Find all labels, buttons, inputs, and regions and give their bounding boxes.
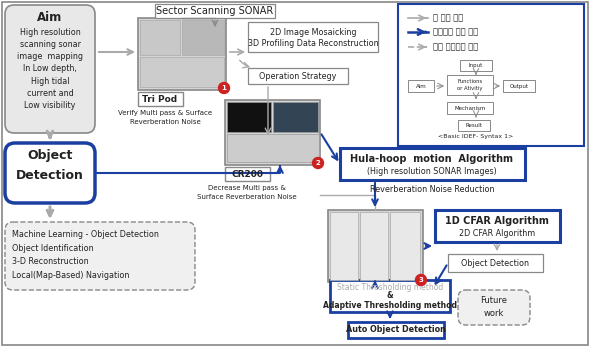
FancyBboxPatch shape [248,68,348,84]
Text: 당해년도 개발 계획: 당해년도 개발 계획 [433,27,478,36]
FancyBboxPatch shape [408,80,434,92]
Text: Output: Output [510,84,529,88]
Text: 1: 1 [222,85,227,91]
FancyBboxPatch shape [330,212,358,280]
Text: Decrease Multi pass &
Surface Reverberation Noise: Decrease Multi pass & Surface Reverberat… [197,185,297,200]
FancyBboxPatch shape [458,120,490,131]
Text: <Basic IDEF- Syntax 1>: <Basic IDEF- Syntax 1> [438,134,514,139]
Circle shape [218,83,230,93]
FancyBboxPatch shape [273,102,318,132]
Text: Object
Detection: Object Detection [16,149,84,181]
FancyBboxPatch shape [435,210,560,242]
FancyBboxPatch shape [140,20,180,55]
Text: Verify Multi pass & Surface
Reverberation Noise: Verify Multi pass & Surface Reverberatio… [118,110,212,125]
Text: Future
work: Future work [480,296,507,318]
FancyBboxPatch shape [138,18,226,90]
FancyBboxPatch shape [330,280,450,312]
Text: 1D CFAR Algorithm: 1D CFAR Algorithm [445,216,549,226]
FancyBboxPatch shape [140,57,224,87]
Text: Object Detection: Object Detection [461,259,529,268]
FancyBboxPatch shape [447,75,493,95]
FancyBboxPatch shape [155,4,275,18]
Text: High resolution
scanning sonar
image  mapping
In Low depth,
High tidal
current a: High resolution scanning sonar image map… [17,28,83,110]
Text: &: & [386,291,394,301]
FancyBboxPatch shape [460,60,492,71]
Text: Functions
or Ativitiy: Functions or Ativitiy [457,79,483,91]
Text: CR200: CR200 [231,169,263,178]
FancyBboxPatch shape [225,100,320,165]
Text: Aim: Aim [37,10,63,24]
Text: 2: 2 [316,160,320,166]
FancyBboxPatch shape [225,167,270,181]
FancyBboxPatch shape [447,102,493,114]
FancyBboxPatch shape [138,92,183,106]
Text: 기 확보 기술: 기 확보 기술 [433,14,463,23]
Text: Mechanism: Mechanism [454,105,486,110]
FancyBboxPatch shape [182,20,224,55]
FancyBboxPatch shape [448,254,543,272]
Text: Operation Strategy: Operation Strategy [260,71,337,81]
FancyBboxPatch shape [348,322,444,338]
FancyBboxPatch shape [5,143,95,203]
Text: (High resolution SONAR Images): (High resolution SONAR Images) [367,167,497,176]
Text: 2D CFAR Algorithm: 2D CFAR Algorithm [459,229,535,237]
Text: Result: Result [466,123,483,128]
FancyBboxPatch shape [227,102,271,132]
FancyBboxPatch shape [360,212,388,280]
Text: Reverberation Noise Reduction: Reverberation Noise Reduction [370,185,494,194]
Text: 2D Image Mosaicking: 2D Image Mosaicking [270,27,356,36]
Text: Hula-hoop  motion  Algorithm: Hula-hoop motion Algorithm [350,154,513,164]
Circle shape [313,158,323,169]
FancyBboxPatch shape [390,212,420,280]
Text: 3D Profiling Data Reconstruction: 3D Profiling Data Reconstruction [248,39,378,48]
FancyBboxPatch shape [503,80,535,92]
FancyBboxPatch shape [248,22,378,52]
Text: Sector Scanning SONAR: Sector Scanning SONAR [156,6,274,16]
FancyBboxPatch shape [227,134,319,162]
Text: 3: 3 [418,277,424,283]
Text: Machine Learning - Object Detection
Object Identification
3-D Reconstruction
Loc: Machine Learning - Object Detection Obje… [12,230,159,280]
Circle shape [415,274,427,286]
FancyBboxPatch shape [340,148,525,180]
FancyBboxPatch shape [398,4,584,146]
FancyBboxPatch shape [328,210,423,282]
Text: Static Thresholding method: Static Thresholding method [337,283,443,293]
Text: Input: Input [469,63,483,68]
FancyBboxPatch shape [458,290,530,325]
FancyBboxPatch shape [5,5,95,133]
Text: 향후 기술확보 계획: 향후 기술확보 계획 [433,42,478,51]
FancyBboxPatch shape [5,222,195,290]
Text: Aim: Aim [415,84,427,88]
Text: Tri Pod: Tri Pod [142,94,178,103]
Text: Auto Object Detection: Auto Object Detection [346,325,446,335]
Text: Adaptive Thresholding method: Adaptive Thresholding method [323,301,457,310]
